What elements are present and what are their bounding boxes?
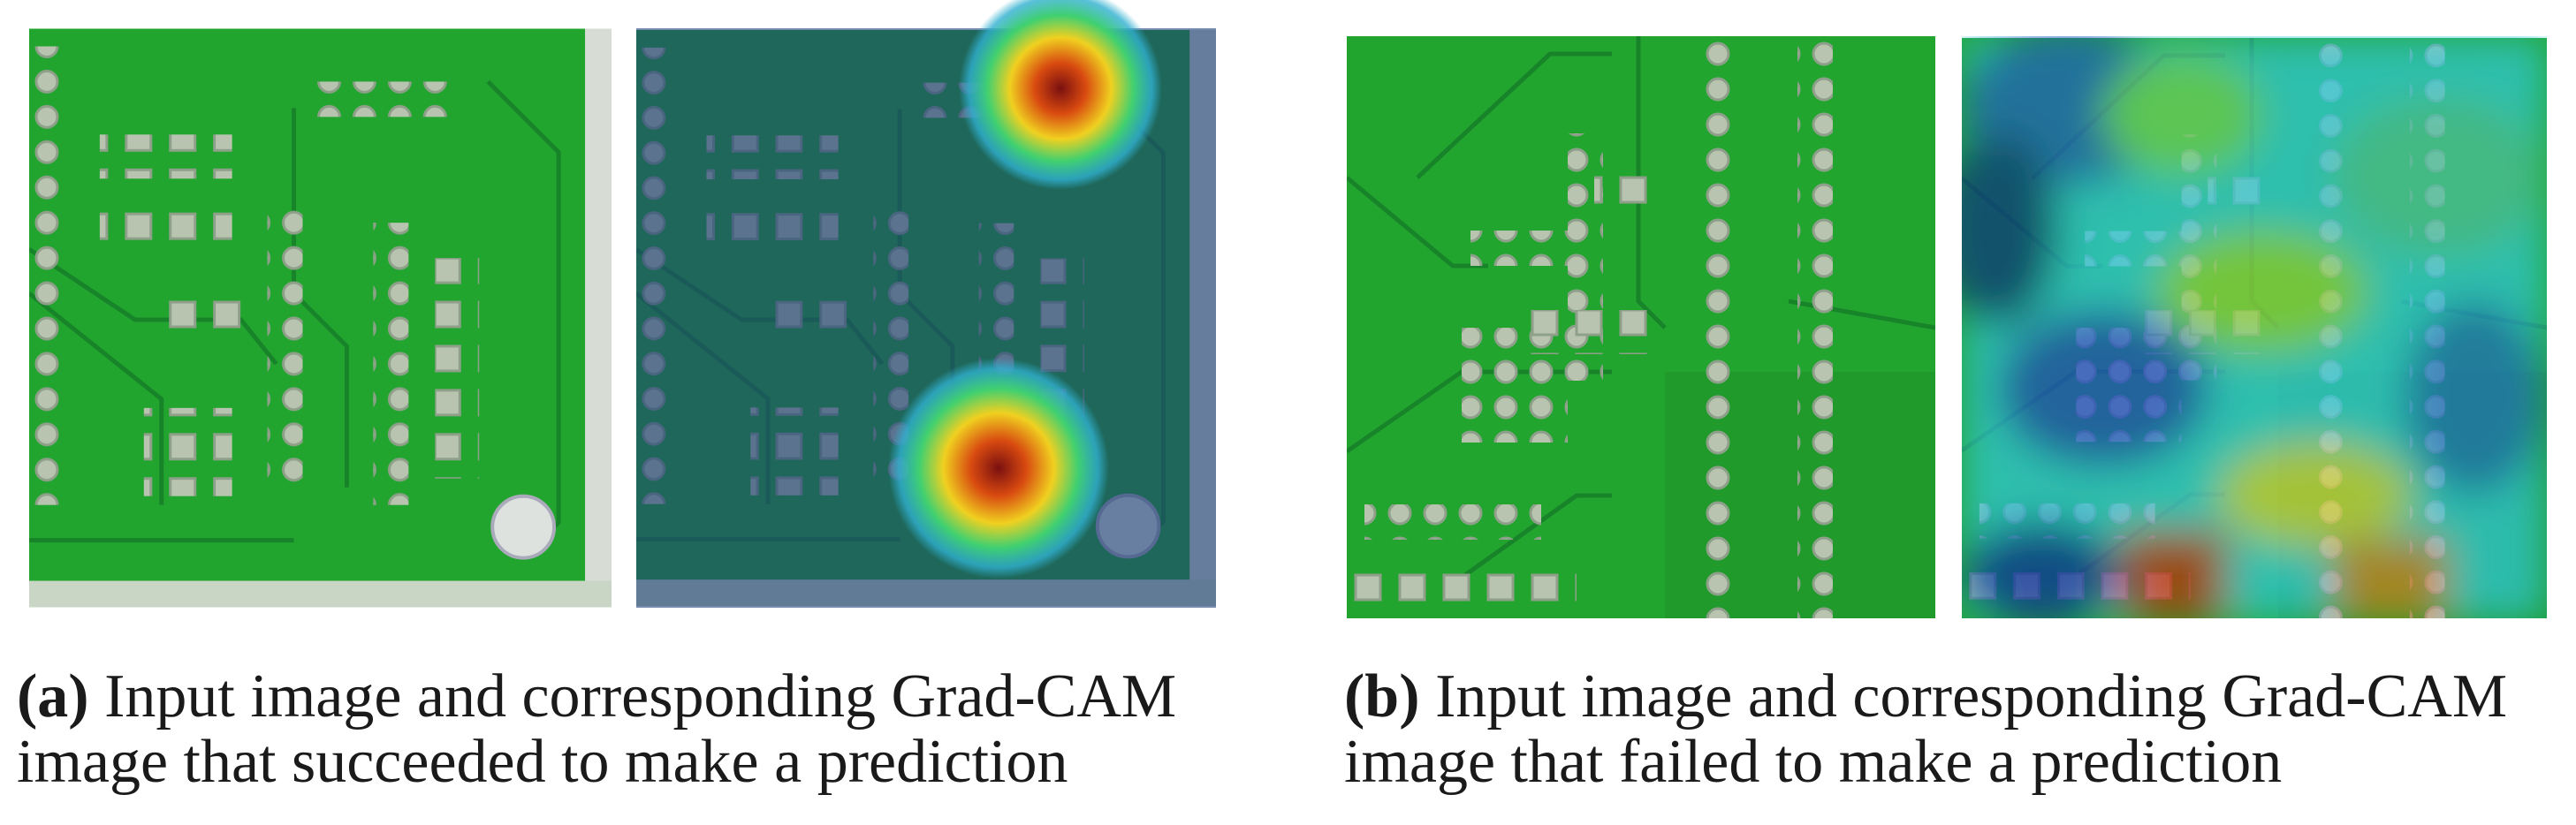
caption-line: (b) Input image and corresponding Grad-C…	[1344, 664, 2507, 730]
input-image-a	[29, 28, 612, 607]
caption-b: (b) Input image and corresponding Grad-C…	[1344, 664, 2507, 795]
caption-text: Input image and corresponding Grad-CAM	[1435, 662, 2508, 730]
caption-a: (a) Input image and corresponding Grad-C…	[17, 664, 1176, 795]
figure-images	[0, 0, 2547, 618]
subfigure-label: (b)	[1344, 662, 1420, 730]
input-image-b	[1347, 36, 1935, 618]
subfigure-label: (a)	[17, 662, 89, 730]
caption-text: Input image and corresponding Grad-CAM	[104, 662, 1177, 730]
gradcam-image-a	[636, 0, 1216, 608]
caption-text: image that failed to make a prediction	[1344, 728, 2283, 796]
caption-text: image that succeeded to make a predictio…	[17, 728, 1068, 796]
gradcam-image-b	[1962, 36, 2547, 618]
caption-line: (a) Input image and corresponding Grad-C…	[17, 664, 1176, 730]
